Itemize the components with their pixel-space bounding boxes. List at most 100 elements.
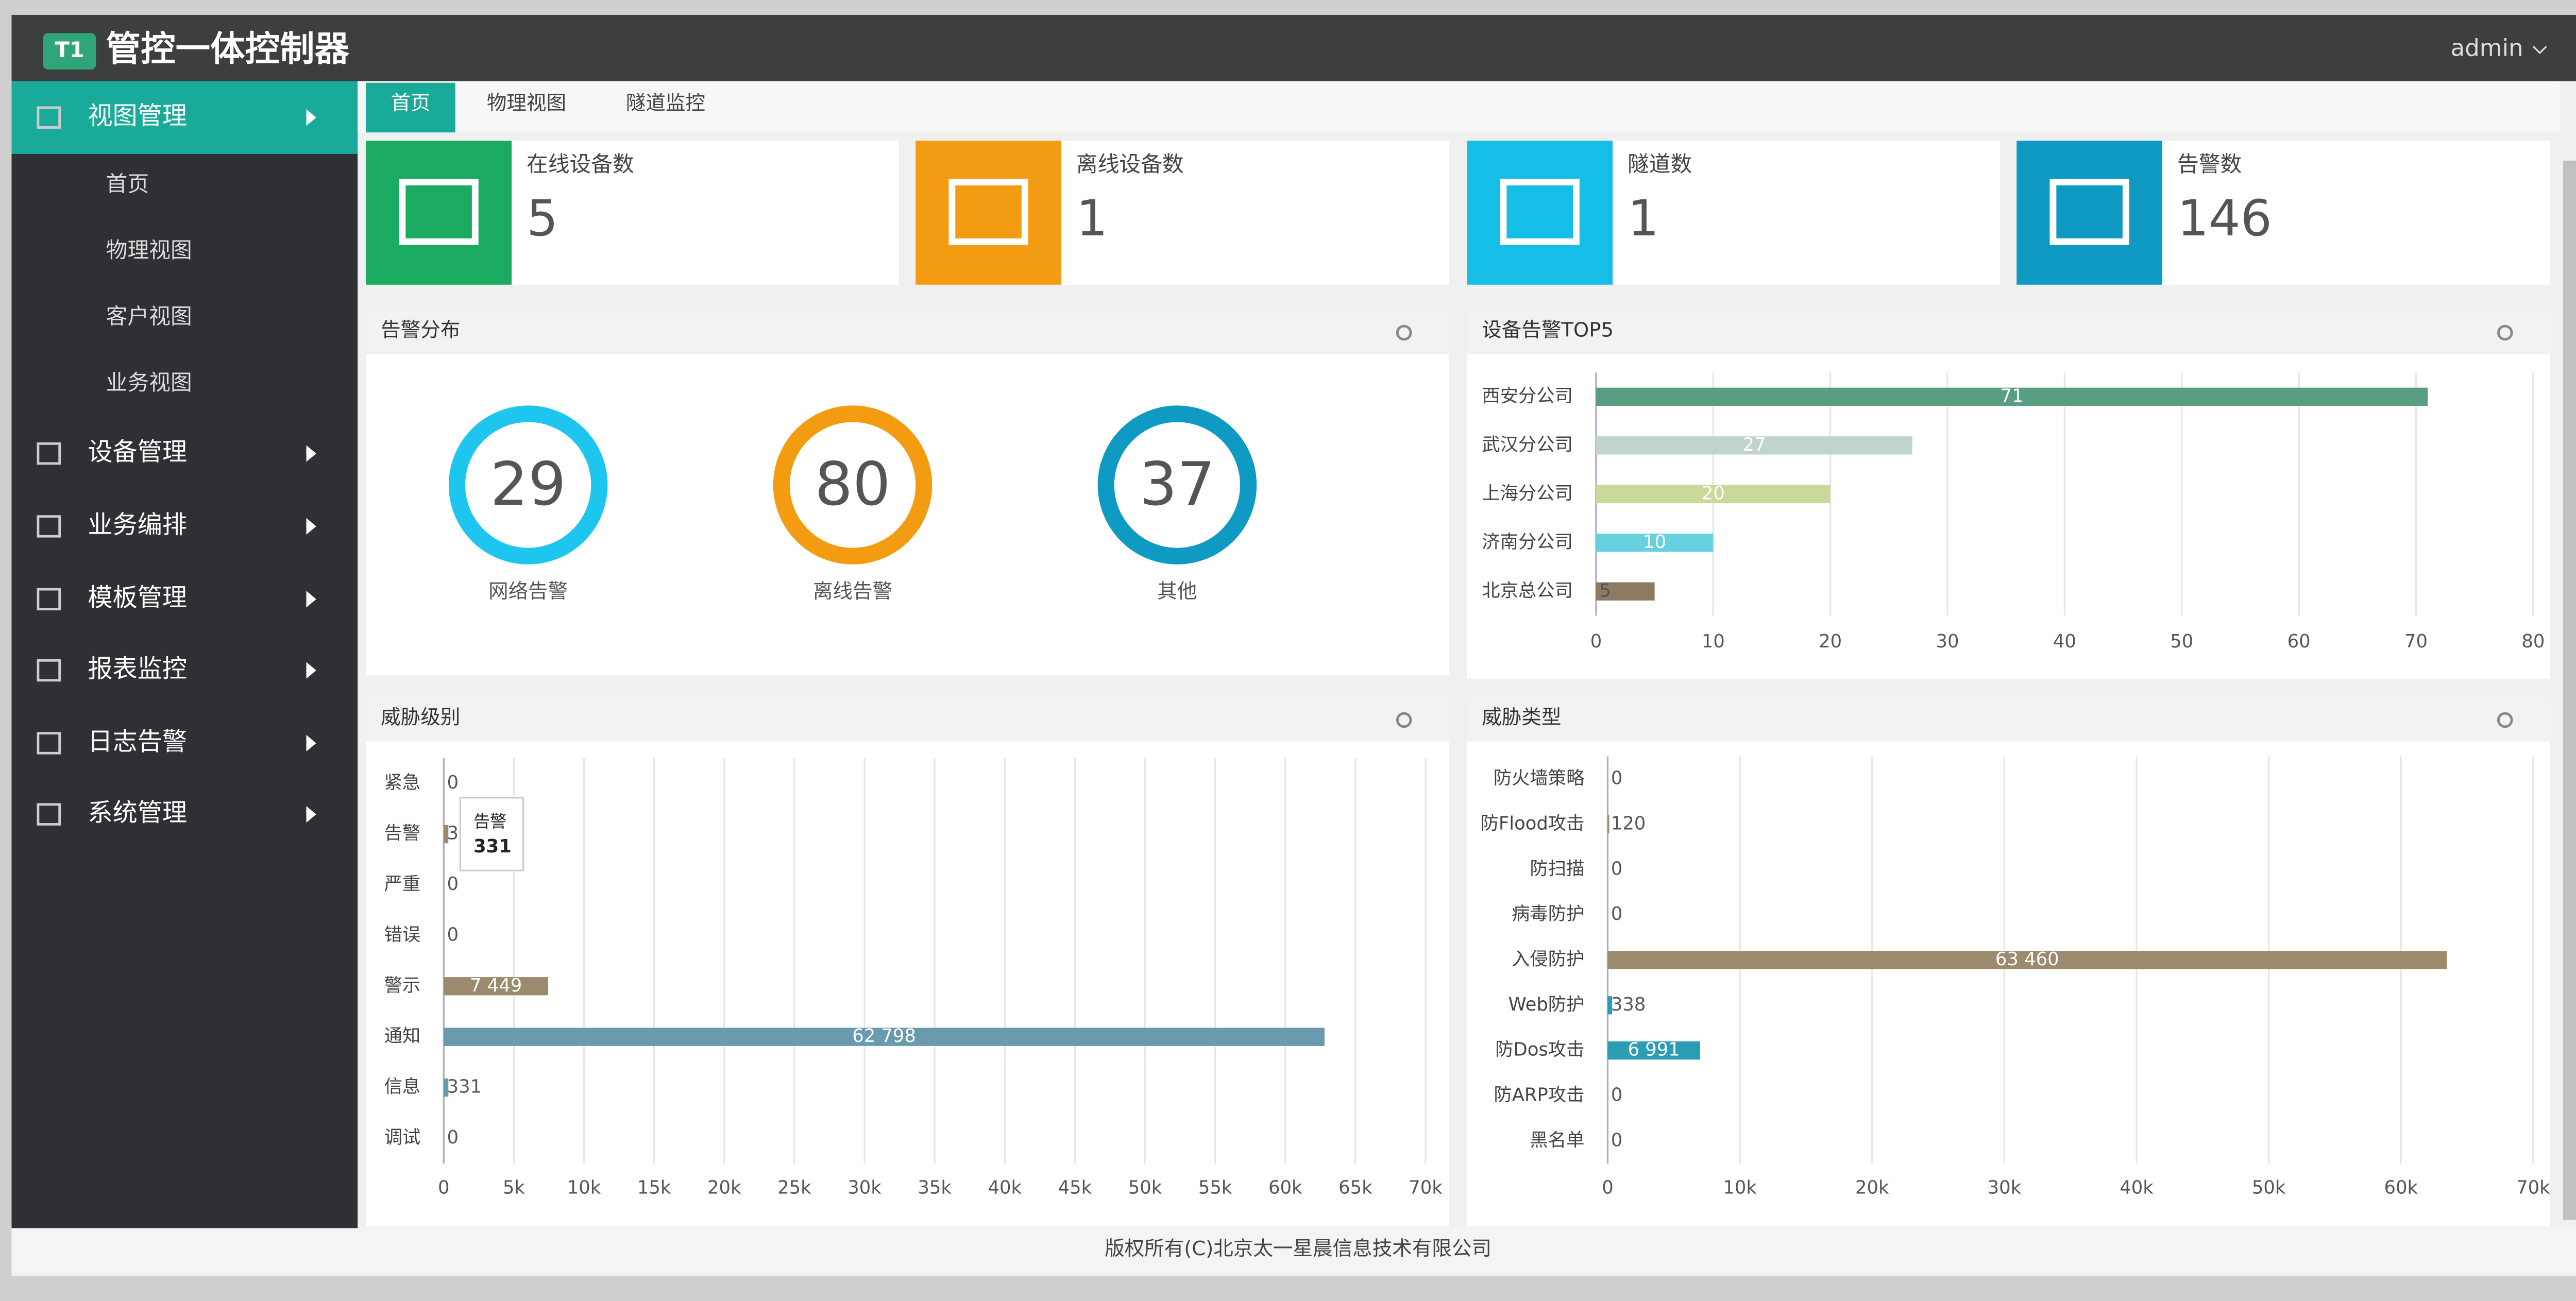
donut-value: 80	[815, 450, 890, 519]
x-tick-label: 45k	[1058, 1177, 1092, 1198]
donut-ring	[448, 405, 608, 564]
panel-header	[366, 309, 1449, 354]
x-tick-label: 60k	[2384, 1177, 2418, 1198]
value-label: 338	[1611, 994, 1646, 1015]
x-tick-label: 30k	[848, 1177, 882, 1198]
menu-arrow	[306, 734, 316, 752]
menu-item[interactable]: 视图管理	[88, 101, 187, 130]
tooltip-title: 告警	[473, 812, 506, 831]
stat-icon-bg	[1467, 141, 1613, 285]
y-tick-label: 错误	[384, 924, 421, 945]
y-tick-label: 通知	[384, 1025, 421, 1047]
refresh-button[interactable]	[1396, 712, 1412, 728]
user-caret[interactable]	[2532, 45, 2547, 55]
y-tick-label: 防ARP攻击	[1494, 1084, 1584, 1105]
menu-item[interactable]: 业务编排	[88, 510, 187, 539]
content: T1 管控一体控制器 admin视图管理首页物理视图客户视图业务视图设备管理业务编排…	[37, 28, 2550, 1260]
refresh-button[interactable]	[1396, 324, 1412, 341]
x-tick-label: 30k	[1988, 1177, 2022, 1198]
value-label: 5	[1599, 580, 1611, 601]
y-tick-label: 警示	[384, 975, 421, 996]
x-tick-label: 0	[1602, 1177, 1614, 1198]
refresh-button[interactable]	[2497, 712, 2513, 728]
stat-icon-bg	[916, 141, 1061, 285]
menu-item[interactable]: 日志告警	[88, 727, 187, 756]
x-tick-label: 70k	[1409, 1177, 1443, 1198]
user-name[interactable]: admin	[2451, 34, 2523, 61]
menu-item[interactable]: 模板管理	[88, 583, 187, 612]
submenu-item[interactable]: 客户视图	[106, 304, 192, 329]
x-tick-label: 30	[1936, 631, 1959, 652]
x-tick-label: 80	[2521, 631, 2545, 652]
value-label: 120	[1611, 813, 1646, 834]
active-tab	[366, 82, 455, 133]
x-tick-label: 70	[2404, 631, 2428, 652]
donut-ring	[773, 405, 933, 564]
x-tick-label: 40k	[2120, 1177, 2154, 1198]
menu-item[interactable]: 报表监控	[88, 655, 187, 683]
menu-item[interactable]: 设备管理	[88, 438, 187, 467]
y-tick-label: 济南分公司	[1482, 532, 1573, 553]
bar	[1596, 387, 2428, 406]
active-menu	[11, 81, 358, 154]
value-label: 0	[447, 874, 459, 895]
submenu-item[interactable]: 首页	[106, 171, 149, 196]
bar	[1596, 582, 1655, 601]
stat-value: 1	[1076, 190, 1108, 247]
menu-icon	[37, 442, 61, 465]
bar	[1607, 815, 1609, 834]
submenu-item[interactable]: 物理视图	[106, 237, 192, 263]
menu-arrow	[306, 445, 316, 462]
donut-value: 37	[1139, 450, 1215, 519]
y-tick-label: 防Flood攻击	[1481, 813, 1585, 834]
value-label: 0	[447, 772, 459, 793]
menu-icon	[37, 659, 61, 682]
y-tick-label: 防火墙策略	[1494, 768, 1585, 789]
menu-item[interactable]: 系统管理	[88, 798, 187, 827]
scroll-thumb[interactable]	[2563, 160, 2576, 1220]
tab[interactable]: 物理视图	[487, 92, 566, 115]
menu-arrow	[306, 662, 316, 679]
x-tick-label: 20k	[707, 1177, 741, 1198]
value-label: 6 991	[1628, 1039, 1680, 1060]
value-label: 10	[1643, 532, 1666, 553]
bar	[444, 977, 549, 996]
x-tick-label: 50	[2170, 631, 2193, 652]
x-tick-label: 50k	[2252, 1177, 2286, 1198]
x-tick-label: 15k	[637, 1177, 671, 1198]
panel-header	[366, 696, 1449, 742]
panel	[366, 696, 1449, 1227]
y-tick-label: 黑名单	[1530, 1129, 1584, 1151]
menu-arrow	[306, 591, 316, 608]
menu-arrow	[306, 518, 316, 535]
donut-ring	[1097, 405, 1257, 564]
bar	[1596, 534, 1714, 552]
value-label: 71	[2001, 385, 2024, 406]
submenu-item[interactable]: 业务视图	[106, 370, 192, 395]
refresh-button[interactable]	[2497, 324, 2513, 341]
bar	[1596, 485, 1831, 503]
x-tick-label: 60	[2287, 631, 2311, 652]
tab[interactable]: 隧道监控	[626, 92, 705, 115]
value-label: 0	[447, 924, 459, 945]
panel-title: 设备告警TOP5	[1482, 318, 1614, 341]
tab[interactable]: 首页	[391, 92, 430, 115]
stat-value: 1	[1628, 190, 1659, 247]
top-bar	[11, 14, 2576, 81]
bar	[1596, 436, 1912, 455]
donut-label: 其他	[1157, 580, 1197, 603]
stat-label: 在线设备数	[527, 151, 634, 177]
tooltip-value: 331	[473, 836, 512, 857]
donut-value: 29	[490, 450, 566, 519]
bar	[444, 1028, 1325, 1046]
x-tick-label: 10	[1702, 631, 1725, 652]
x-tick-label: 35k	[918, 1177, 952, 1198]
panel-header	[1467, 309, 2550, 354]
x-tick-label: 10k	[567, 1177, 601, 1198]
tooltip	[459, 797, 524, 871]
value-label: 63 460	[1995, 949, 2059, 970]
menu-icon	[37, 803, 61, 826]
value-label: 20	[1702, 483, 1725, 504]
value-label: 0	[1611, 1129, 1623, 1151]
